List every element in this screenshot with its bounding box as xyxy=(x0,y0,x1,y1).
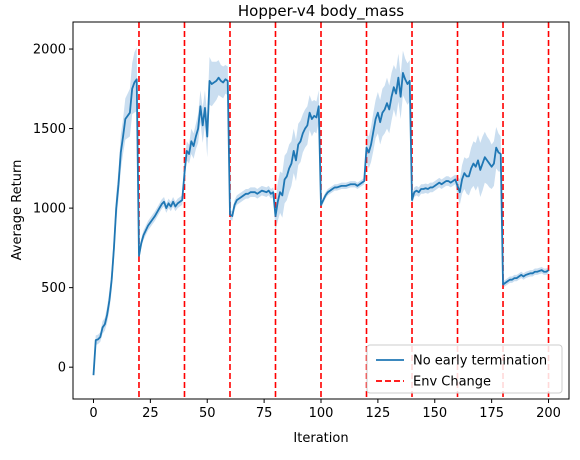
x-tick-label: 100 xyxy=(309,406,334,421)
x-axis-label: Iteration xyxy=(293,431,348,446)
x-tick-label: 200 xyxy=(536,406,561,421)
legend-label-env-change: Env Change xyxy=(413,375,491,390)
y-tick-label: 1000 xyxy=(33,202,66,217)
x-tick-label: 175 xyxy=(479,406,504,421)
x-axis-ticks: 0 25 50 75 100 125 150 175 200 xyxy=(89,399,561,421)
env-change-lines xyxy=(138,22,550,399)
y-tick-label: 1500 xyxy=(33,122,66,137)
series-line-no-early-termination xyxy=(92,72,550,376)
legend-box xyxy=(366,344,563,394)
x-tick-label: 75 xyxy=(256,406,273,421)
legend-label-no-early-termination: No early termination xyxy=(413,354,547,369)
series-line-layer xyxy=(92,72,550,376)
legend: No early termination Env Change xyxy=(366,344,563,394)
y-axis-ticks: 0 500 1000 1500 2000 xyxy=(33,43,73,376)
x-tick-label: 125 xyxy=(365,406,390,421)
y-tick-label: 500 xyxy=(41,281,66,296)
x-tick-label: 0 xyxy=(89,406,97,421)
y-tick-label: 2000 xyxy=(33,43,66,58)
x-tick-label: 25 xyxy=(142,406,159,421)
x-tick-label: 50 xyxy=(199,406,216,421)
y-tick-label: 0 xyxy=(58,361,66,376)
y-axis-label: Average Return xyxy=(10,160,25,261)
chart-title: Hopper-v4 body_mass xyxy=(238,2,404,21)
x-tick-label: 150 xyxy=(422,406,447,421)
